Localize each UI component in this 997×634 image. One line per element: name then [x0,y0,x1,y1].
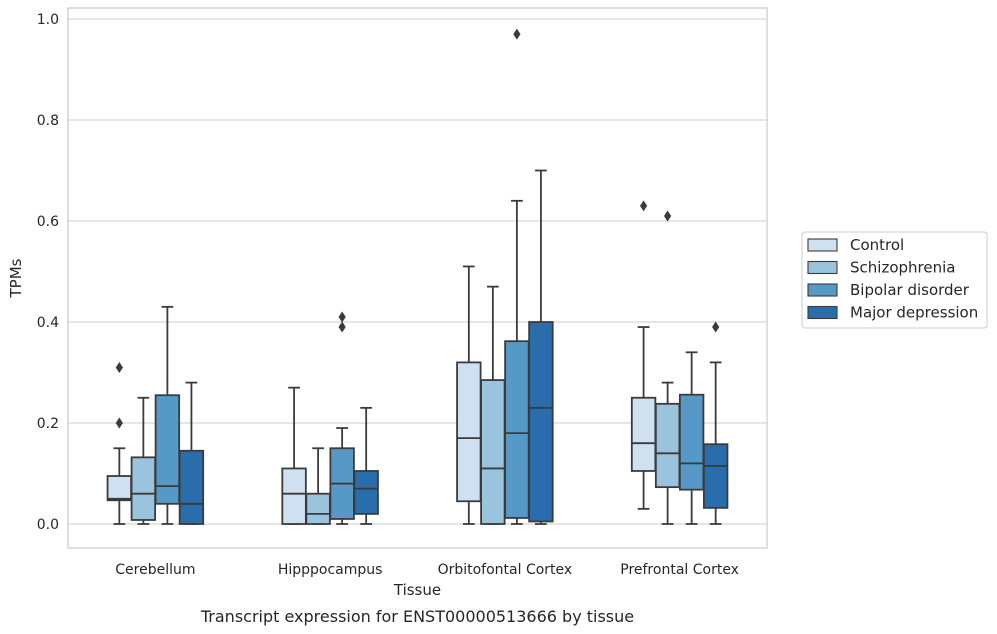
box [678,351,705,525]
x-tick-labels: Cerebellum Hipppocampus Orbitofontal Corte… [115,562,739,578]
legend-swatch [807,238,838,252]
outlier-point [338,321,346,333]
x-axis-title: Tissue [393,581,441,599]
box [130,396,157,525]
box-iqr [528,321,554,523]
outlier-point [513,28,521,40]
x-tick-label: Prefrontal Cortex [620,562,739,578]
box [178,381,205,525]
y-tick-label: 0.8 [37,113,59,129]
box [329,311,355,525]
legend-swatch [807,260,838,275]
y-axis-title: TPMs [7,258,25,298]
y-tick-label: 0.4 [37,315,59,331]
y-tick-label: 1.0 [37,12,59,28]
box [630,200,657,510]
box [281,386,307,525]
series-schizophrenia [130,210,681,525]
box-iqr [281,467,307,525]
x-tick-label: Cerebellum [115,562,195,578]
box [106,361,133,525]
box-iqr [456,361,482,503]
series-bipolar-disorder [154,28,705,525]
chart-caption: Transcript expression for ENST0000051366… [200,607,634,626]
box-series [106,28,729,525]
box-iqr [504,340,530,519]
y-tick-label: 0.0 [37,517,59,533]
x-tick-label: Orbitofontal Cortex [438,562,573,578]
box-iqr [106,475,133,502]
y-tick-label: 0.2 [37,416,59,432]
legend-swatch [807,283,838,297]
series-major-depression [178,169,729,525]
box [154,305,181,525]
box-iqr [654,402,681,489]
legend-label: Major depression [850,304,978,322]
x-tick-label: Hipppocampus [278,562,383,578]
series-control [106,200,657,525]
box-iqr [154,394,181,505]
box-iqr [353,470,379,515]
box-iqr [480,379,506,525]
box-iqr [178,449,205,525]
legend-swatch [807,305,838,320]
legend-label: Control [850,236,904,254]
outlier-point [639,200,648,212]
box [654,210,681,525]
box [305,447,331,525]
outlier-point [664,210,672,222]
box-iqr [702,443,729,509]
outlier-point [712,321,720,333]
box [504,28,530,525]
grid-lines [68,18,767,525]
outlier-point [115,417,123,429]
y-tick-labels: 0.0 0.2 0.4 0.6 0.8 1.0 [37,12,59,533]
box [456,265,482,525]
box-iqr [630,396,657,472]
box-iqr [130,456,157,521]
legend: Control Schizophrenia Bipolar disorder Majo… [801,231,988,329]
outlier-point [338,311,346,323]
outlier-point [115,361,123,373]
box [353,406,379,525]
box [528,169,554,525]
box [702,321,729,525]
legend-label: Schizophrenia [850,259,955,277]
legend-label: Bipolar disorder [850,281,970,299]
legend-frame [801,231,988,329]
y-tick-label: 0.6 [37,214,59,230]
box-iqr [305,492,331,525]
box-iqr [678,393,705,491]
plot-frame [67,7,768,549]
